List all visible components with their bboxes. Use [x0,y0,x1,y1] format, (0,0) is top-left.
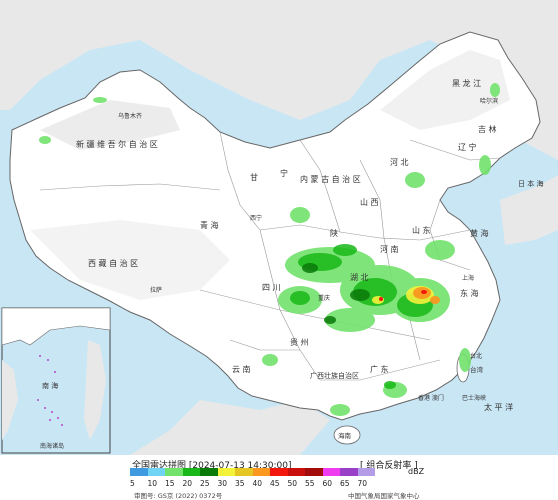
scale-tick-label: 30 [217,479,228,488]
label-shanxi: 山 西 [360,197,379,207]
southern-neighbor-land [0,300,330,455]
label-xining: 西宁 [250,214,262,222]
legend-title: 全国雷达拼图 [2024-07-13 14:30:00] [132,461,292,471]
color-swatch [200,468,218,476]
label-hubei: 湖 北 [350,273,369,282]
label-hebei: 河 北 [390,157,409,167]
radar-echoes [39,83,500,416]
tianshan-terrain [40,100,180,150]
label-japan-sea: 日 本 海 [518,179,543,188]
legend-product: [ 组合反射率 ] [360,461,418,471]
label-heilongjiang: 黑 龙 江 [452,78,481,88]
scale-tick-label: 65 [340,479,350,488]
color-swatch [165,468,183,476]
color-swatch [287,468,305,476]
label-urumqi: 乌鲁木齐 [118,112,142,120]
scale-tick-label: 60 [322,479,333,488]
label-tibet: 西 藏 自 治 区 [88,258,138,268]
map-canvas: 新 疆 维 吾 尔 自 治 区 西 藏 自 治 区 青 海 甘 宁 内 蒙 古 … [0,0,558,455]
hainan-island [333,425,361,445]
scale-tick-label: 20 [182,479,193,488]
northeast-terrain [380,50,510,130]
data-source: 中国气象局国家气象中心 [348,492,420,500]
scale-tick-label: 5 [130,479,135,488]
scale-tick-label: 15 [165,479,175,488]
korea-japan-land [500,175,558,245]
scale-tick-label: 25 [200,479,210,488]
color-swatch [340,468,358,476]
label-lhasa: 拉萨 [150,286,162,294]
inset-east-land [84,340,106,440]
label-yellow-sea: 黄 海 [470,228,489,238]
label-yunnan: 云 南 [232,364,251,374]
label-henan: 河 南 [380,244,399,254]
echo-heavy [302,263,370,324]
scale-tick-label: 10 [147,479,158,488]
map-labels: 新 疆 维 吾 尔 自 治 区 西 藏 自 治 区 青 海 甘 宁 内 蒙 古 … [76,78,543,440]
radar-map: 新 疆 维 吾 尔 自 治 区 西 藏 自 治 区 青 海 甘 宁 内 蒙 古 … [0,0,558,455]
label-chongqing: 重庆 [318,294,330,302]
label-taipei: 台北 [470,352,482,360]
label-xinjiang: 新 疆 维 吾 尔 自 治 区 [76,139,158,149]
label-shanghai: 上海 [462,274,474,282]
label-guangxi: 广西壮族自治区 [310,371,359,380]
label-pacific: 太 平 洋 [484,402,513,412]
label-gansu: 甘 [250,172,258,182]
label-shaanxi: 陕 [330,228,338,238]
label-inner-mongolia: 内 蒙 古 自 治 区 [300,174,361,184]
inset-coast [1,307,111,346]
color-swatch [235,468,253,476]
label-taiwan: 台湾 [470,365,484,374]
scale-tick-label: 70 [357,479,368,488]
scale-tick-label: 45 [270,479,280,488]
color-swatch [130,468,148,476]
scale-tick-label: 40 [252,479,263,488]
scale-tick-label: 35 [235,479,245,488]
color-swatch [217,468,235,476]
province-borders [39,131,501,381]
northern-neighbor-land [0,0,558,160]
label-harbin: 哈尔滨 [480,97,498,105]
tibet-terrain [30,220,230,300]
color-swatch [182,468,200,476]
label-guizhou: 贵 州 [290,337,309,347]
color-swatch [305,468,323,476]
color-swatch [270,468,288,476]
label-south-sea: 南 海 [42,381,58,390]
color-scale [130,468,375,476]
label-sichuan: 四 川 [262,283,281,292]
approval-number: 审图号: GS京 (2022) 0372号 [134,492,223,500]
label-hk-macau: 香港 澳门 [418,394,444,402]
south-sea-inset: 南 海 南海诸岛 [1,307,111,454]
scale-tick-label: 50 [287,479,298,488]
label-shandong: 山 东 [412,225,431,235]
color-swatch [147,468,165,476]
label-ningxia: 宁 [280,168,288,178]
label-south-sea-islands: 南海诸岛 [40,442,64,450]
legend-unit: dBZ [408,467,425,476]
scale-ticks: 5 10 15 20 25 30 35 40 45 50 55 60 65 70 [126,479,426,489]
inset-west-land [2,360,18,440]
label-east-sea: 东 海 [460,288,479,298]
label-bashi: 巴士海峡 [462,394,486,402]
echo-red [379,290,427,301]
scale-tick-label: 55 [305,479,315,488]
label-liaoning: 辽 宁 [458,142,477,152]
legend-bar: 全国雷达拼图 [2024-07-13 14:30:00] [ 组合反射率 ] d… [0,455,558,500]
label-hainan: 海南 [338,431,352,440]
color-swatch [252,468,270,476]
label-jilin: 吉 林 [478,124,497,134]
color-swatch [357,468,375,476]
color-swatch [322,468,340,476]
label-guangdong: 广 东 [370,364,389,374]
label-qinghai: 青 海 [200,220,219,230]
inset-islands [37,355,63,426]
